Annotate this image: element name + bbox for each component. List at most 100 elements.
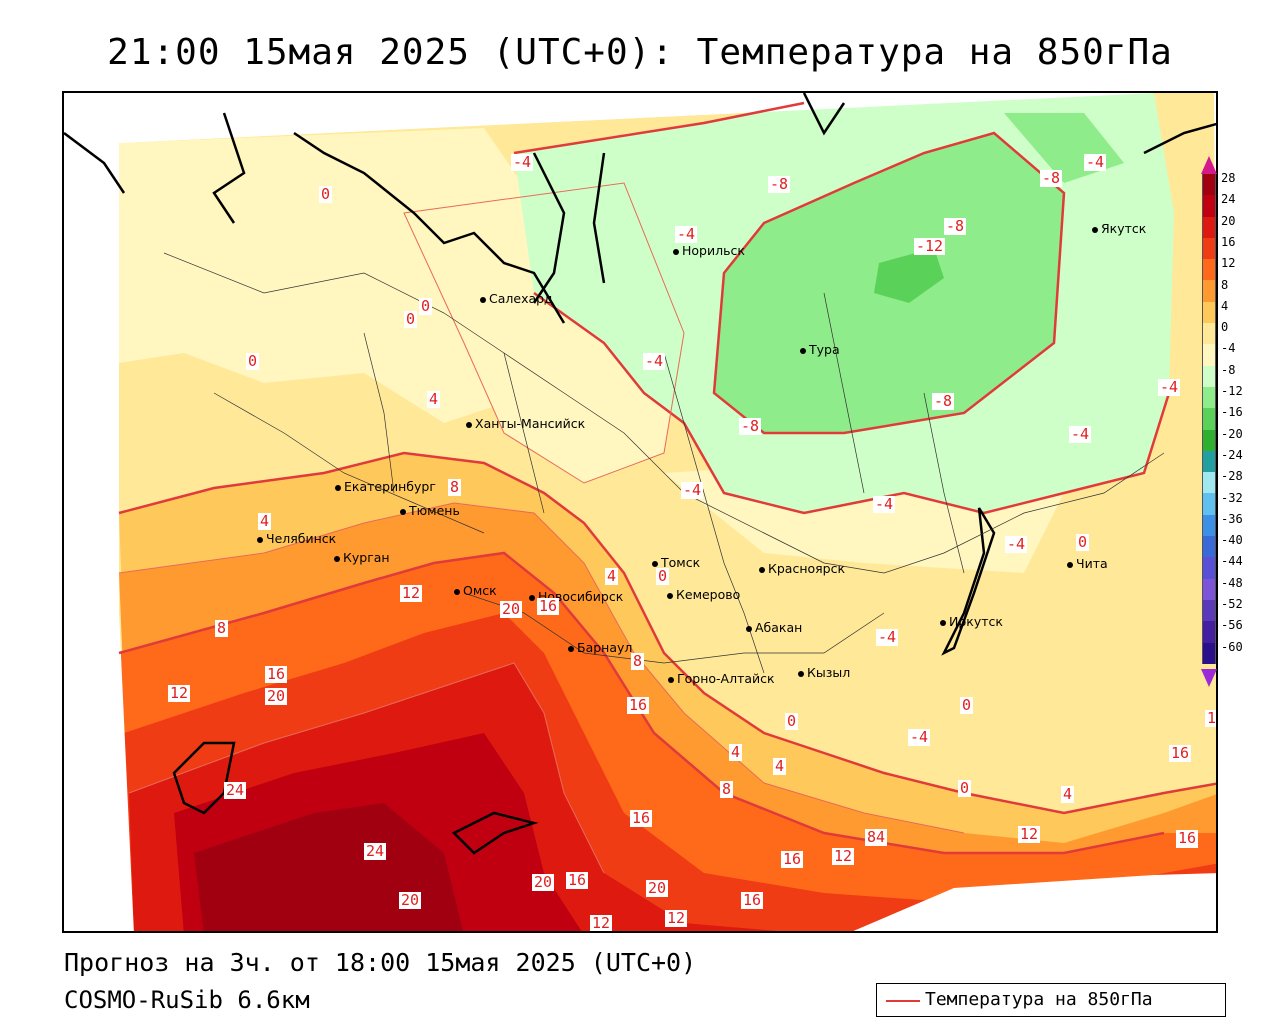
city-label: Тюмень xyxy=(400,503,460,518)
colorbar-tick-label: 28 xyxy=(1221,171,1236,185)
isotherm-label: 84 xyxy=(865,828,888,846)
colorbar-swatch xyxy=(1202,323,1216,345)
isotherm-label: 4 xyxy=(729,743,743,761)
isotherm-label: -4 xyxy=(1084,153,1107,171)
colorbar-tick-label: -24 xyxy=(1221,447,1243,462)
isotherm-label: 8 xyxy=(631,652,645,670)
isotherm-label: -8 xyxy=(768,175,791,193)
isotherm-label: 4 xyxy=(605,567,619,585)
city-label: Новосибирск xyxy=(529,589,623,604)
colorbar-swatch xyxy=(1202,259,1216,281)
colorbar-tick-label: -32 xyxy=(1221,490,1243,505)
isotherm-label: 20 xyxy=(646,879,669,897)
city-label: Кызыл xyxy=(798,665,850,680)
isotherm-label: 16 xyxy=(781,850,804,868)
isotherm-label: 12 xyxy=(1018,825,1041,843)
colorbar-tick-label: -36 xyxy=(1221,511,1243,526)
isotherm-label: 20 xyxy=(399,891,422,909)
legend-line-swatch xyxy=(886,1000,920,1002)
colorbar-tick-label: -48 xyxy=(1221,575,1243,590)
colorbar-swatch xyxy=(1202,599,1216,622)
legend: Температура на 850гПа xyxy=(876,983,1226,1017)
isotherm-label: 4 xyxy=(773,757,787,775)
city-label: Якутск xyxy=(1092,221,1146,236)
isotherm-label: 12 xyxy=(168,684,191,702)
isotherm-label: 1 xyxy=(1205,709,1217,727)
isotherm-label: -4 xyxy=(643,352,666,370)
isotherm-label: 16 xyxy=(265,665,288,683)
colorbar-tick-label: -56 xyxy=(1221,618,1243,633)
isotherm-label: 8 xyxy=(448,478,462,496)
colorbar-swatch xyxy=(1202,174,1216,196)
colorbar-max-arrow-icon xyxy=(1201,156,1217,174)
isotherm-label: 0 xyxy=(404,310,418,328)
isotherm-label: 0 xyxy=(785,712,799,730)
isotherm-label: 12 xyxy=(400,584,423,602)
map-field xyxy=(64,93,1216,931)
colorbar-tick-label: -60 xyxy=(1221,639,1243,654)
colorbar-tick-label: -20 xyxy=(1221,426,1243,441)
isotherm-label: 16 xyxy=(537,597,560,615)
temperature-map: Норильск Якутск Салехард Тура Ханты-Манс… xyxy=(62,91,1218,933)
isotherm-label: 24 xyxy=(224,781,247,799)
city-label: Кемерово xyxy=(667,587,740,602)
isotherm-label: 16 xyxy=(630,809,653,827)
isotherm-label: -12 xyxy=(914,237,946,255)
colorbar-tick-label: 24 xyxy=(1221,192,1236,207)
city-label: Красноярск xyxy=(759,561,845,576)
isotherm-label: 8 xyxy=(215,619,229,637)
colorbar-tick-label: -28 xyxy=(1221,469,1243,484)
colorbar-swatch xyxy=(1202,514,1216,537)
colorbar-tick-label: 12 xyxy=(1221,256,1236,271)
isotherm-label: 0 xyxy=(958,779,972,797)
city-label: Томск xyxy=(652,555,700,570)
isotherm-label: -4 xyxy=(908,728,931,746)
isotherm-label: 0 xyxy=(960,696,974,714)
city-label: Екатеринбург xyxy=(335,479,436,494)
colorbar-tick-label: 16 xyxy=(1221,234,1236,249)
colorbar-swatch xyxy=(1202,450,1216,473)
isotherm-label: 12 xyxy=(590,914,613,932)
isotherm-label: 0 xyxy=(246,352,260,370)
isotherm-label: -8 xyxy=(739,417,762,435)
isotherm-label: -4 xyxy=(876,628,899,646)
isotherm-label: 16 xyxy=(566,871,589,889)
city-label: Омск xyxy=(454,583,497,598)
colorbar-tick-label: 8 xyxy=(1221,277,1229,292)
city-label: Курган xyxy=(334,550,390,565)
colorbar-tick-label: 20 xyxy=(1221,213,1236,228)
isotherm-label: -4 xyxy=(1158,378,1181,396)
colorbar-tick-label: -4 xyxy=(1221,341,1236,356)
legend-label: Температура на 850гПа xyxy=(925,989,1153,1010)
colorbar-swatch xyxy=(1202,195,1216,217)
colorbar-swatch xyxy=(1202,365,1216,387)
colorbar-swatch xyxy=(1202,237,1216,260)
isotherm-label: 0 xyxy=(419,297,433,315)
colorbar-swatch xyxy=(1202,621,1216,643)
colorbar-swatch xyxy=(1202,642,1216,664)
isotherm-label: 0 xyxy=(656,567,670,585)
city-label: Горно-Алтайск xyxy=(668,671,775,686)
colorbar-tick-label: -52 xyxy=(1221,597,1243,611)
isotherm-label: -8 xyxy=(1040,169,1063,187)
colorbar-swatch xyxy=(1202,344,1216,366)
model-info: COSMO-RuSib 6.6км xyxy=(64,986,310,1014)
isotherm-label: 16 xyxy=(1169,744,1192,762)
isotherm-label: -8 xyxy=(944,217,967,235)
city-label: Норильск xyxy=(673,243,745,258)
colorbar-swatch xyxy=(1202,536,1216,558)
isotherm-label: 0 xyxy=(319,185,333,203)
colorbar-tick-label: -16 xyxy=(1221,405,1243,420)
isotherm-label: 16 xyxy=(741,891,764,909)
colorbar-swatch xyxy=(1202,493,1216,515)
colorbar-tick-label: -40 xyxy=(1221,533,1243,548)
colorbar-tick-label: -44 xyxy=(1221,554,1243,569)
isotherm-label: -4 xyxy=(511,153,534,171)
forecast-info: Прогноз на 3ч. от 18:00 15мая 2025 (UTC+… xyxy=(64,948,697,977)
city-label: Тура xyxy=(800,342,840,357)
colorbar-swatch xyxy=(1202,408,1216,430)
colorbar-swatch xyxy=(1202,557,1216,579)
isotherm-label: 20 xyxy=(500,600,523,618)
colorbar-min-arrow-icon xyxy=(1201,669,1217,687)
colorbar-tick-label: 4 xyxy=(1221,298,1229,313)
